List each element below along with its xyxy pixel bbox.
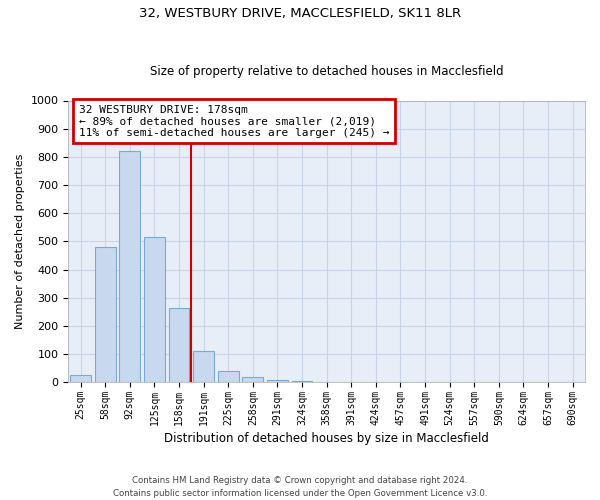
Text: 32 WESTBURY DRIVE: 178sqm
← 89% of detached houses are smaller (2,019)
11% of se: 32 WESTBURY DRIVE: 178sqm ← 89% of detac…	[79, 104, 389, 138]
Text: 32, WESTBURY DRIVE, MACCLESFIELD, SK11 8LR: 32, WESTBURY DRIVE, MACCLESFIELD, SK11 8…	[139, 8, 461, 20]
Bar	[95, 247, 116, 382]
Bar	[267, 380, 288, 382]
Title: Size of property relative to detached houses in Macclesfield: Size of property relative to detached ho…	[150, 66, 503, 78]
Bar	[169, 308, 190, 382]
Bar	[193, 351, 214, 382]
Bar	[70, 375, 91, 382]
Text: Contains HM Land Registry data © Crown copyright and database right 2024.
Contai: Contains HM Land Registry data © Crown c…	[113, 476, 487, 498]
Bar	[218, 372, 239, 382]
X-axis label: Distribution of detached houses by size in Macclesfield: Distribution of detached houses by size …	[164, 432, 489, 445]
Bar	[144, 237, 165, 382]
Bar	[119, 151, 140, 382]
Y-axis label: Number of detached properties: Number of detached properties	[15, 154, 25, 329]
Bar	[242, 378, 263, 382]
